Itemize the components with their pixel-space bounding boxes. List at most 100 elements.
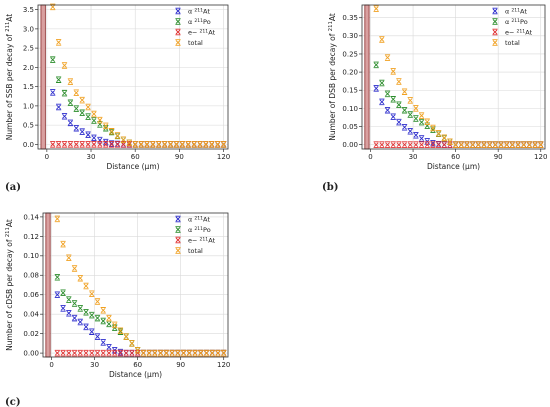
data-point-s3-17	[470, 141, 476, 148]
data-point-s3-16	[144, 141, 150, 148]
legend-entry-2: e− 211At	[188, 236, 216, 245]
y-tick-label: 0.05	[342, 123, 358, 131]
data-point-s3-11	[114, 132, 121, 139]
y-tick-label: 1.5	[23, 83, 34, 91]
plot-area	[43, 213, 228, 357]
data-point-s3-10	[109, 128, 115, 135]
legend-entry-2: e− 211At	[188, 28, 216, 37]
panel-label: (a)	[5, 182, 21, 193]
data-point-s2-3	[67, 141, 74, 148]
data-point-s1-7	[91, 117, 97, 124]
data-point-s1-5	[83, 308, 89, 316]
data-point-s3-17	[150, 141, 156, 148]
data-point-s1-10	[109, 128, 115, 136]
data-point-s1-3	[71, 300, 78, 307]
data-point-s2-13	[129, 349, 135, 357]
data-point-s3-16	[464, 141, 470, 148]
data-point-s1-4	[73, 105, 79, 112]
data-point-s1-0	[373, 61, 379, 69]
data-point-s3-2	[384, 54, 391, 61]
data-point-s3-25	[515, 141, 521, 148]
data-point-s0-8	[100, 339, 106, 346]
data-point-s0-3	[67, 119, 74, 127]
legend-entry-2: e− 211At	[505, 28, 533, 37]
data-point-s1-4	[396, 101, 402, 108]
data-point-s3-12	[123, 333, 129, 340]
plot-area	[38, 5, 228, 149]
data-point-s0-7	[413, 131, 419, 139]
data-point-s3-24	[192, 349, 198, 357]
data-point-s2-13	[126, 141, 132, 148]
data-point-s0-4	[77, 318, 83, 326]
data-point-s2-0	[373, 141, 379, 148]
data-point-s2-9	[103, 141, 109, 148]
x-tick-label: 90	[176, 361, 185, 369]
y-axis-label: Number of DSB per decay of 211At	[328, 13, 337, 141]
data-point-s1-6	[407, 111, 413, 118]
data-point-s1-1	[60, 289, 66, 297]
data-point-s3-24	[509, 141, 515, 148]
data-point-s2-legend	[175, 236, 181, 244]
legend-entry-1: α 211Po	[505, 17, 528, 26]
data-point-s3-7	[94, 298, 101, 305]
data-point-s2-2	[384, 141, 391, 148]
data-point-s2-7	[91, 141, 97, 148]
y-tick-label: 0.20	[342, 69, 358, 77]
legend-entry-3: total	[505, 39, 520, 47]
y-tick-label: 0.5	[23, 122, 34, 130]
data-point-s3-22	[179, 141, 185, 148]
data-point-s1-legend	[175, 226, 181, 233]
data-point-s0-5	[79, 128, 85, 135]
data-point-s2-11	[117, 349, 124, 357]
chart-panel-b: 0 30 60 90 120 0.00 0.05 0.10 0.15 0.20 0.25 0.30 0.…	[322, 4, 547, 193]
data-point-s2-2	[61, 141, 68, 148]
data-point-s2-legend	[175, 28, 181, 36]
data-point-s1-2	[61, 89, 68, 97]
data-point-s1-2	[384, 90, 391, 98]
data-point-s1-1	[56, 76, 62, 83]
data-point-s3-4	[73, 89, 79, 97]
data-point-s3-19	[481, 141, 487, 148]
data-point-s3-legend	[175, 247, 181, 254]
data-point-s3-7	[413, 105, 419, 112]
data-point-s0-4	[73, 124, 79, 132]
data-point-s2-10	[109, 141, 115, 148]
data-point-s2-5	[79, 141, 85, 148]
plot-frame	[37, 4, 229, 150]
data-point-s0-8	[97, 136, 103, 144]
data-point-s2-8	[97, 141, 103, 148]
data-point-s0-0	[54, 291, 60, 298]
data-point-s0-3	[71, 314, 78, 322]
data-point-s1-7	[413, 115, 419, 122]
data-point-s2-4	[77, 349, 83, 357]
data-point-s3-7	[91, 110, 97, 118]
x-tick-label: 30	[409, 153, 418, 161]
data-point-s3-27	[209, 349, 215, 357]
data-point-s3-3	[71, 265, 78, 272]
panel-label: (c)	[5, 397, 21, 407]
data-point-s3-22	[498, 141, 504, 148]
data-point-s3-6	[407, 97, 413, 104]
data-point-s0-9	[103, 138, 109, 146]
data-point-s1-9	[106, 320, 112, 328]
y-tick-label: 0.00	[342, 141, 358, 149]
data-point-s1-8	[418, 118, 425, 126]
y-tick-label: 0.10	[342, 105, 358, 113]
data-point-s3-12	[441, 134, 447, 142]
data-point-s3-10	[430, 124, 436, 132]
y-tick-label: 0.08	[23, 272, 39, 280]
y-tick-label: 0.12	[23, 233, 39, 241]
data-point-s3-18	[475, 141, 481, 148]
data-point-s3-3	[67, 78, 74, 85]
data-point-s3-0	[54, 215, 60, 223]
data-point-s2-12	[441, 141, 447, 148]
data-point-s0-2	[384, 106, 391, 114]
plot-frame	[42, 212, 229, 358]
data-point-s3-16	[146, 349, 152, 357]
shaded-source-region	[45, 212, 51, 358]
data-point-s0-2	[66, 309, 72, 317]
data-point-s1-3	[390, 96, 396, 103]
data-point-s3-23	[186, 349, 192, 357]
data-point-s2-10	[430, 141, 436, 148]
